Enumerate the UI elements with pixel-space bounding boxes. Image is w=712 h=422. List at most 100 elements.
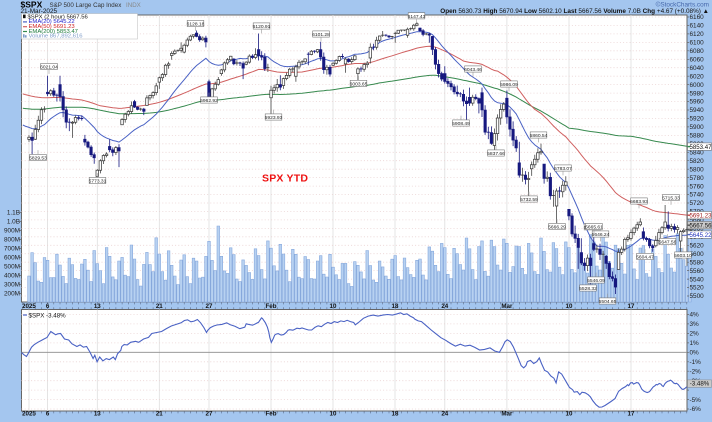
svg-text:-3.48%: -3.48% [690,381,710,388]
svg-text:5920: 5920 [690,116,705,123]
svg-text:6147.43: 6147.43 [408,14,426,20]
svg-text:5504.65: 5504.65 [599,299,617,305]
svg-text:18: 18 [392,303,399,310]
svg-text:5908.49: 5908.49 [452,121,470,127]
svg-text:6080: 6080 [690,48,705,55]
svg-text:5667.56: 5667.56 [689,222,712,229]
svg-text:Open 5630.73 High 5670.94 Low: Open 5630.73 High 5670.94 Low 5602.10 La… [440,8,709,15]
svg-text:300M: 300M [4,282,20,289]
svg-text:4%: 4% [690,312,700,319]
svg-text:5773.31: 5773.31 [89,179,107,185]
svg-text:2025: 2025 [22,411,36,417]
svg-text:INDX: INDX [126,2,141,9]
svg-text:500M: 500M [4,264,20,271]
svg-text:5520: 5520 [690,285,705,292]
svg-text:6160: 6160 [690,14,705,21]
svg-text:EMA(20) 5645.22: EMA(20) 5645.22 [29,19,75,25]
svg-text:24: 24 [441,303,448,310]
svg-text:5715.33: 5715.33 [662,196,680,202]
svg-text:5666.29: 5666.29 [548,225,566,231]
svg-text:6100: 6100 [690,40,705,47]
svg-text:5647.56: 5647.56 [659,240,677,246]
svg-text:5560: 5560 [690,268,705,275]
svg-text:2%: 2% [690,331,700,338]
svg-text:5860.54: 5860.54 [530,133,548,139]
svg-text:18: 18 [392,411,399,417]
svg-text:5940: 5940 [690,107,705,114]
svg-text:6: 6 [46,411,50,417]
svg-text:2025: 2025 [22,303,36,310]
svg-text:-6%: -6% [690,406,702,413]
svg-text:$SPX (2 hour) 5667.56: $SPX (2 hour) 5667.56 [28,14,89,20]
svg-text:5604.47: 5604.47 [636,255,654,261]
svg-text:5853.47: 5853.47 [689,144,712,151]
svg-text:5546.09: 5546.09 [587,278,605,284]
svg-text:5923.93: 5923.93 [265,115,283,121]
svg-text:1%: 1% [690,340,700,347]
svg-text:1.1B: 1.1B [7,210,20,217]
svg-text:6021.04: 6021.04 [40,65,58,71]
svg-text:6101.28: 6101.28 [312,32,330,38]
svg-text:S&P 500 Large Cap Index: S&P 500 Large Cap Index [50,2,123,9]
svg-text:6003.65: 6003.65 [350,82,368,88]
svg-text:10: 10 [566,303,573,310]
svg-text:6: 6 [46,303,50,310]
svg-text:5680: 5680 [690,217,705,224]
svg-text:10: 10 [330,411,337,417]
svg-text:6128.18: 6128.18 [187,22,205,28]
svg-text:5732.59: 5732.59 [520,197,538,203]
svg-text:5829.53: 5829.53 [29,156,47,162]
svg-text:5720: 5720 [690,200,705,207]
svg-text:5646.24: 5646.24 [592,232,610,238]
svg-text:5528.32: 5528.32 [579,286,597,292]
svg-text:©StockCharts.com: ©StockCharts.com [656,0,709,8]
svg-text:SPX YTD: SPX YTD [262,172,308,184]
svg-text:5665.61: 5665.61 [585,225,603,231]
svg-text:$SPX: $SPX [21,0,43,9]
svg-text:6020: 6020 [690,73,705,80]
svg-text:0%: 0% [690,350,700,357]
svg-text:5760: 5760 [690,183,705,190]
svg-text:5580: 5580 [690,259,705,266]
svg-text:6000: 6000 [690,82,705,89]
svg-text:10: 10 [566,411,573,417]
svg-text:3%: 3% [690,321,700,328]
svg-text:6043.46: 6043.46 [464,67,482,73]
svg-text:6140: 6140 [690,23,705,30]
svg-text:5780: 5780 [690,175,705,182]
svg-text:EMA(50) 5691.23: EMA(50) 5691.23 [29,24,76,30]
svg-text:5691.23: 5691.23 [689,212,712,219]
svg-text:5603.10: 5603.10 [674,253,692,259]
svg-text:13: 13 [94,303,101,310]
svg-text:900M: 900M [4,228,20,235]
svg-text:17: 17 [628,411,635,417]
svg-text:17: 17 [628,303,635,310]
svg-text:5880: 5880 [690,133,705,140]
svg-text:6040: 6040 [690,65,705,72]
svg-text:13: 13 [94,411,101,417]
svg-text:5500: 5500 [690,293,705,300]
svg-text:Feb: Feb [265,411,276,417]
svg-text:21: 21 [156,303,163,310]
svg-text:21: 21 [156,411,163,417]
svg-text:6120: 6120 [690,31,705,38]
svg-text:Volume 867,892,616: Volume 867,892,616 [29,34,84,40]
svg-text:800M: 800M [4,237,20,244]
svg-text:5960: 5960 [690,99,705,106]
svg-text:5986.09: 5986.09 [500,82,518,88]
svg-text:$SPX -3.48%: $SPX -3.48% [29,312,67,319]
svg-text:5540: 5540 [690,276,705,283]
svg-text:5800: 5800 [690,166,705,173]
svg-text:5837.66: 5837.66 [487,151,505,157]
svg-text:Mar: Mar [501,411,513,417]
svg-text:EMA(200) 5853.47: EMA(200) 5853.47 [29,29,78,35]
svg-text:700M: 700M [4,246,20,253]
svg-text:5740: 5740 [690,192,705,199]
svg-text:Mar: Mar [501,303,513,310]
svg-text:6060: 6060 [690,57,705,64]
svg-text:5900: 5900 [690,124,705,131]
svg-text:1.0B: 1.0B [7,219,20,226]
svg-text:5980: 5980 [690,90,705,97]
svg-text:Feb: Feb [265,303,276,310]
svg-text:27: 27 [206,411,213,417]
